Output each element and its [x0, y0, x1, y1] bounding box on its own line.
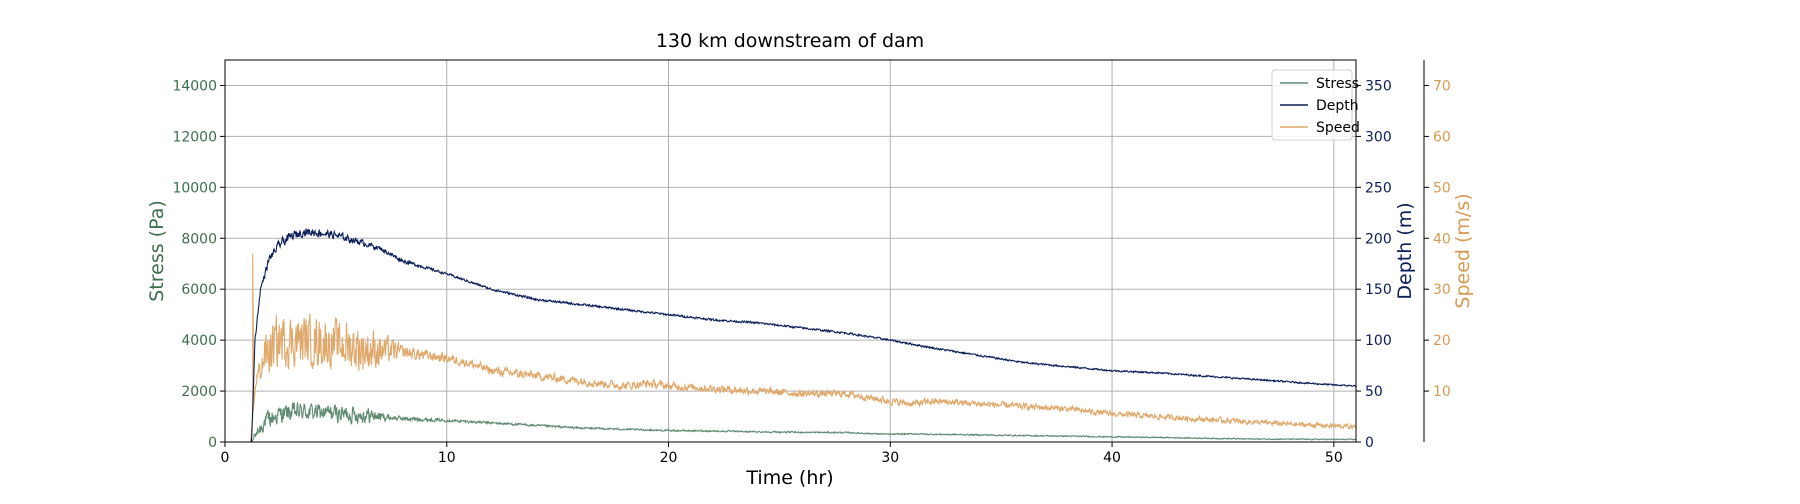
speed-tick-label: 10: [1433, 384, 1451, 400]
series-layer: [225, 228, 1356, 442]
stress-tick-label: 12000: [172, 129, 217, 145]
legend-box: [1271, 69, 1353, 141]
speed-tick-label: 30: [1433, 282, 1451, 298]
depth-tick-label: 50: [1365, 384, 1383, 400]
x-tick-label: 0: [221, 450, 230, 466]
stress-tick-label: 10000: [172, 180, 217, 196]
x-tick-label: 20: [660, 450, 678, 466]
depth-tick-label: 200: [1365, 231, 1392, 247]
stress-tick-label: 4000: [181, 333, 217, 349]
stress-tick-label: 14000: [172, 78, 217, 94]
speed-tick-label: 40: [1433, 231, 1451, 247]
legend-label-stress: Stress: [1316, 76, 1359, 92]
stress-tick-label: 6000: [181, 282, 217, 298]
stress-tick-label: 8000: [181, 231, 217, 247]
legend-label-speed: Speed: [1316, 120, 1360, 136]
depth-tick-label: 250: [1365, 180, 1392, 196]
depth-tick-label: 300: [1365, 129, 1392, 145]
x-tick-label: 40: [1103, 450, 1121, 466]
legend: Stress Depth Speed: [1271, 69, 1360, 141]
grid: [224, 60, 1356, 443]
speed-tick-label: 70: [1433, 78, 1451, 94]
axes-layer: 0 10 20 30 40 5002000400060008000100001200014…: [146, 60, 1474, 466]
stress-tick-label: 2000: [181, 384, 217, 400]
series-line-depth: [225, 228, 1356, 442]
x-tick-label: 50: [1325, 450, 1343, 466]
legend-label-depth: Depth: [1316, 98, 1359, 114]
speed-tick-label: 50: [1433, 180, 1451, 196]
depth-axis-title: Depth (m): [1394, 202, 1416, 299]
stress-tick-label: 0: [208, 435, 217, 451]
series-line-speed: [225, 253, 1356, 442]
stress-axis-title: Stress (Pa): [146, 200, 168, 302]
speed-axis-title: Speed (m/s): [1452, 193, 1474, 308]
series-line-stress: [225, 402, 1356, 442]
chart-title: 130 km downstream of dam: [656, 30, 924, 52]
depth-tick-label: 100: [1365, 333, 1392, 349]
speed-tick-label: 20: [1433, 333, 1451, 349]
depth-tick-label: 150: [1365, 282, 1392, 298]
x-tick-label: 30: [881, 450, 899, 466]
depth-tick-label: 0: [1365, 435, 1374, 451]
x-tick-label: 10: [438, 450, 456, 466]
depth-tick-label: 350: [1365, 78, 1392, 94]
speed-tick-label: 60: [1433, 129, 1451, 145]
plot-frame: [224, 59, 1357, 443]
x-axis-title: Time (hr): [745, 467, 833, 489]
